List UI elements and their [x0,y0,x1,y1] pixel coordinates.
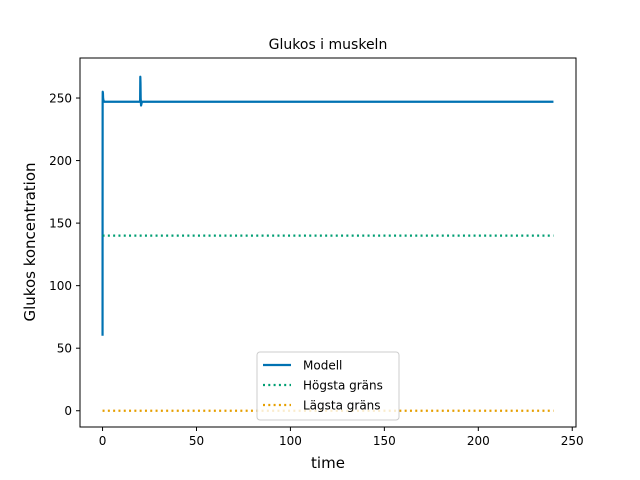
legend-label-2: Lägsta gräns [303,399,381,413]
y-tick-label-5: 250 [49,92,72,106]
x-axis: 0 50 100 150 200 250 [99,427,584,448]
y-tick-label-0: 0 [64,404,72,418]
y-tick-label-4: 200 [49,154,72,168]
plot-series [101,75,554,412]
legend-label-0: Modell [303,359,342,373]
legend-box [256,351,400,421]
series-line-0 [101,75,554,336]
chart-title: Glukos i muskeln [269,37,388,53]
x-tick-label-5: 250 [561,434,584,448]
x-axis-label: time [311,454,345,472]
x-tick-label-1: 50 [189,434,204,448]
legend-label-1: Högsta gräns [303,379,383,393]
plot-frame [79,57,577,428]
x-tick-label-2: 100 [279,434,302,448]
x-tick-label-3: 150 [373,434,396,448]
x-tick-label-0: 0 [99,434,107,448]
y-axis-label: Glukos koncentration [21,162,39,321]
y-axis: 0 50 100 150 200 250 [49,92,80,418]
y-tick-label-3: 150 [49,217,72,231]
y-tick-label-2: 100 [49,279,72,293]
y-tick-label-1: 50 [57,342,72,356]
legend: Modell Högsta gräns Lägsta gräns [256,351,400,421]
x-tick-label-4: 200 [467,434,490,448]
